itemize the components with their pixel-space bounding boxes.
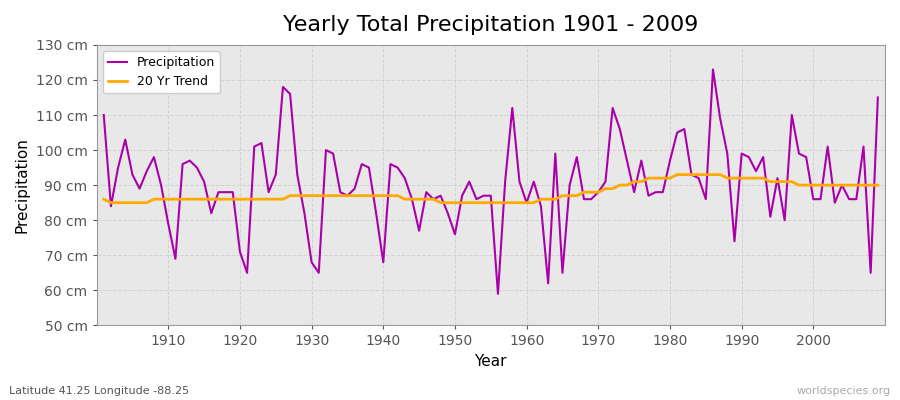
20 Yr Trend bbox=[671, 172, 682, 177]
Precipitation bbox=[156, 183, 166, 188]
Title: Yearly Total Precipitation 1901 - 2009: Yearly Total Precipitation 1901 - 2009 bbox=[284, 15, 698, 35]
Precipitation bbox=[492, 292, 503, 296]
20 Yr Trend bbox=[98, 197, 109, 202]
Y-axis label: Precipitation: Precipitation bbox=[15, 137, 30, 233]
Precipitation bbox=[521, 200, 532, 205]
20 Yr Trend bbox=[105, 200, 116, 205]
Line: Precipitation: Precipitation bbox=[104, 70, 878, 294]
20 Yr Trend bbox=[872, 183, 883, 188]
X-axis label: Year: Year bbox=[474, 354, 507, 369]
Precipitation bbox=[872, 95, 883, 100]
Precipitation bbox=[707, 67, 718, 72]
20 Yr Trend bbox=[364, 193, 374, 198]
Precipitation bbox=[615, 127, 626, 132]
20 Yr Trend bbox=[163, 197, 174, 202]
20 Yr Trend bbox=[615, 183, 626, 188]
Precipitation bbox=[356, 162, 367, 166]
Line: 20 Yr Trend: 20 Yr Trend bbox=[104, 175, 878, 203]
Precipitation bbox=[528, 179, 539, 184]
Legend: Precipitation, 20 Yr Trend: Precipitation, 20 Yr Trend bbox=[103, 51, 220, 93]
20 Yr Trend bbox=[521, 200, 532, 205]
Precipitation bbox=[313, 270, 324, 275]
20 Yr Trend bbox=[320, 193, 331, 198]
Text: Latitude 41.25 Longitude -88.25: Latitude 41.25 Longitude -88.25 bbox=[9, 386, 189, 396]
Text: worldspecies.org: worldspecies.org bbox=[796, 386, 891, 396]
Precipitation bbox=[98, 113, 109, 118]
20 Yr Trend bbox=[528, 200, 539, 205]
